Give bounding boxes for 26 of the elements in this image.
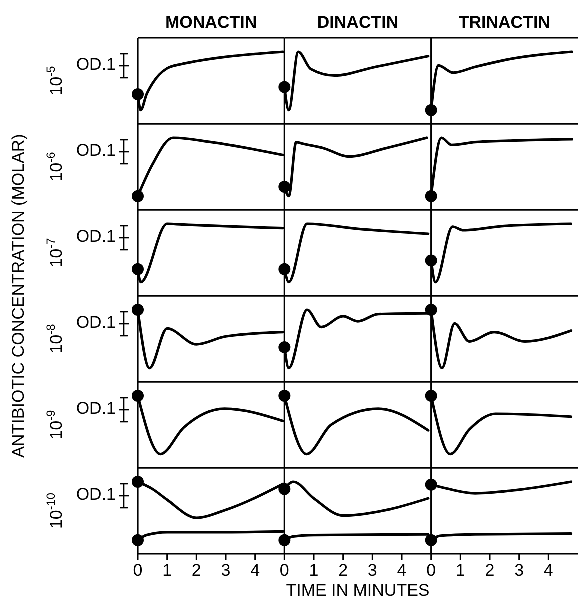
text: ANTIBIOTIC CONCENTRATION (MOLAR) (9, 134, 28, 458)
chart-title: MONACTIN (166, 13, 258, 32)
x-tick-label: 1 (162, 561, 172, 580)
text: OD.1 (76, 227, 116, 246)
x-tick-label: 1 (309, 561, 319, 580)
x-tick-label: 0 (426, 561, 436, 580)
x-tick-label: 4 (397, 561, 407, 580)
text: OD.1 (76, 313, 116, 332)
text: OD.1 (76, 399, 116, 418)
x-tick-label: 4 (544, 561, 554, 580)
x-tick-label: 4 (250, 561, 260, 580)
text: OD.1 (76, 485, 116, 504)
x-tick-label: 3 (514, 561, 524, 580)
x-tick-label: 0 (133, 561, 143, 580)
chart-title: TRINACTIN (458, 13, 550, 32)
x-tick-label: 3 (221, 561, 231, 580)
chart-title: DINACTIN (317, 13, 399, 32)
text: OD.1 (76, 141, 116, 160)
x-tick-label: 1 (456, 561, 466, 580)
x-axis-title: TIME IN MINUTES (286, 581, 430, 600)
x-tick-label: 2 (485, 561, 495, 580)
x-tick-label: 0 (280, 561, 290, 580)
x-tick-label: 2 (192, 561, 202, 580)
text: OD.1 (76, 55, 116, 74)
x-tick-label: 2 (338, 561, 348, 580)
x-tick-label: 3 (368, 561, 378, 580)
